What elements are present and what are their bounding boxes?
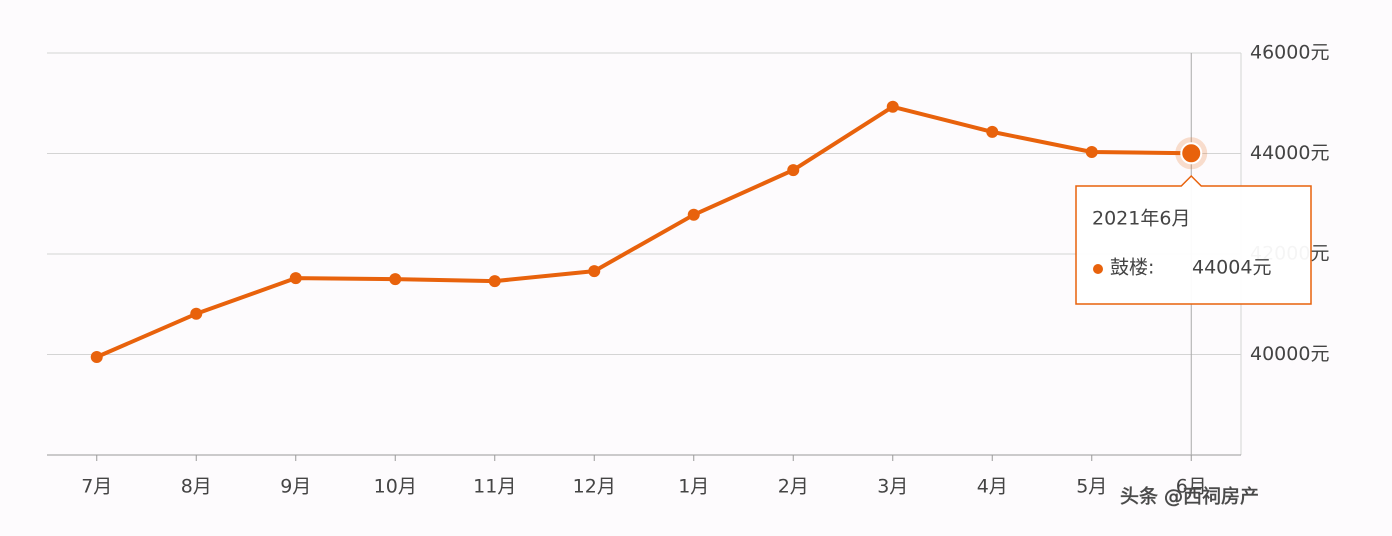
point [389, 273, 402, 286]
x-tick-label: 6月 [1176, 476, 1207, 498]
x-tick-label: 8月 [181, 476, 212, 498]
point [986, 125, 999, 138]
x-tick-label: 7月 [81, 476, 112, 498]
point [787, 164, 800, 177]
tooltip-box [1075, 174, 1312, 305]
watermark: 头条 @西祠房产 [1120, 486, 1259, 508]
x-tick-label: 9月 [280, 476, 311, 498]
point [687, 208, 700, 221]
x-tick-label: 4月 [977, 476, 1008, 498]
x-tick-label: 12月 [573, 476, 616, 498]
tooltip-marker [1093, 264, 1103, 274]
point [190, 307, 203, 320]
x-tick-label: 10月 [374, 476, 417, 498]
x-tick-label: 2月 [778, 476, 809, 498]
point-highlight [1180, 142, 1203, 165]
y-tick-label: 40000元 [1250, 343, 1329, 365]
point [588, 265, 601, 278]
x-tick-label: 1月 [678, 476, 709, 498]
point [90, 351, 103, 364]
x-tick-label: 11月 [473, 476, 516, 498]
tooltip-label: 鼓楼: [1110, 257, 1154, 279]
point [1085, 145, 1098, 158]
tooltip-title: 2021年6月 [1092, 208, 1190, 230]
x-tick-label: 5月 [1076, 476, 1107, 498]
tooltip-value: 44004元 [1192, 257, 1271, 279]
point [886, 100, 899, 113]
y-tick-label: 44000元 [1250, 142, 1329, 164]
line [95, 104, 1192, 359]
point [289, 272, 302, 285]
point [488, 275, 501, 288]
y-tick-label: 46000元 [1250, 42, 1329, 64]
x-tick-label: 3月 [877, 476, 908, 498]
